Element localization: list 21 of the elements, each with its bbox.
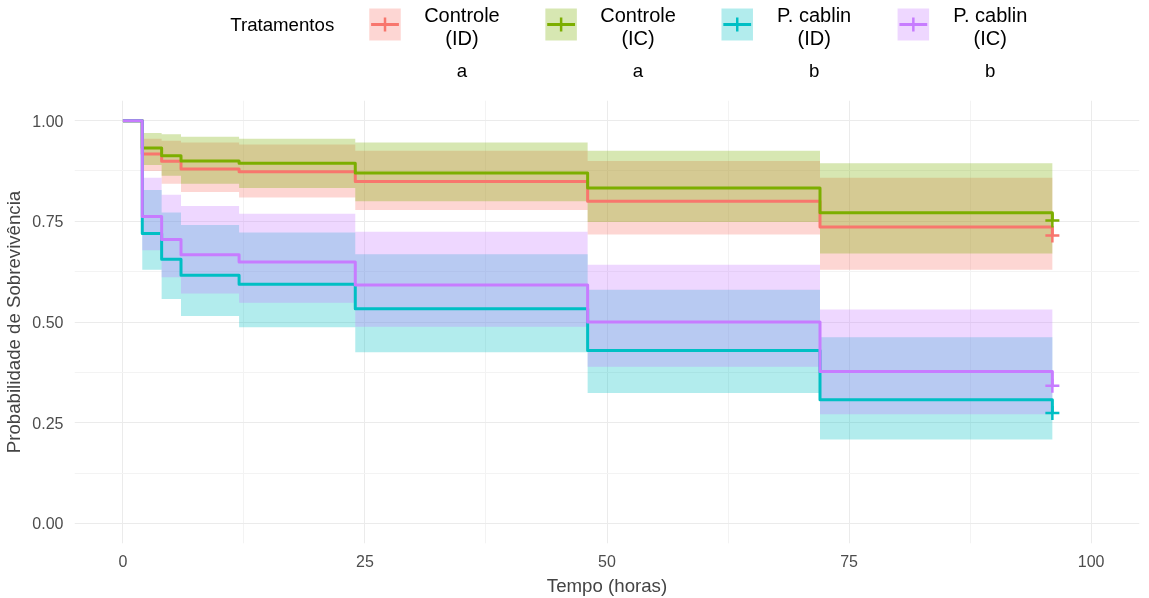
x-tick-label: 0 (118, 552, 128, 570)
y-tick-label: 0.75 (32, 213, 64, 231)
y-tick-label: 1.00 (32, 112, 64, 130)
y-tick-label: 0.00 (32, 515, 64, 533)
text: a (456, 60, 468, 81)
x-axis-title: Tempo (horas) (546, 574, 668, 596)
text: a (632, 60, 644, 81)
legend-label: Controle (ID) (424, 3, 500, 49)
y-tick-label: 0.50 (32, 314, 64, 331)
y-tick-label: 0.25 (32, 414, 64, 432)
x-tick-label: 25 (356, 552, 374, 570)
legend-label: P. cablin (IC) (953, 3, 1028, 49)
legend-label: Controle (IC) (600, 3, 676, 49)
y-axis-title: Probabilidade de Sobrevivência (3, 190, 25, 454)
x-tick-label: 50 (598, 552, 616, 570)
legend-title: Tratamentos (230, 14, 335, 35)
text: b (985, 60, 996, 81)
text: b (808, 60, 820, 81)
x-tick-label: 100 (1077, 552, 1105, 570)
x-tick-label: 75 (840, 552, 859, 570)
legend-label: P. cablin (ID) (777, 3, 852, 49)
